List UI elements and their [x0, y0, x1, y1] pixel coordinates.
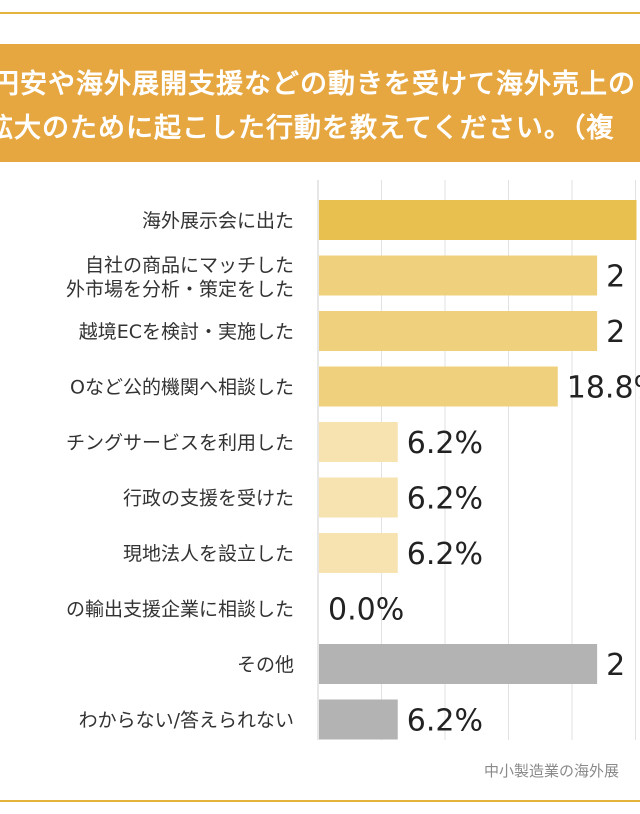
bottom-divider [0, 800, 640, 802]
value-label: 6.2% [407, 426, 483, 461]
bar [319, 477, 398, 518]
bar [319, 366, 558, 407]
bar [319, 200, 637, 240]
question-line-2: 拡大のために起こした行動を教えてください。（複 [0, 113, 615, 144]
value-label: 6.2% [407, 482, 483, 517]
value-label: 2 [606, 260, 625, 295]
value-label: 2 [606, 315, 625, 350]
category-label: 自社の商品にマッチした外市場を分析・策定をした [66, 255, 294, 301]
bar [319, 255, 598, 296]
value-label: 0.0% [328, 593, 404, 628]
category-label: その他 [237, 654, 294, 676]
category-label: 行政の支援を受けた [123, 488, 294, 510]
source-note: 中小製造業の海外展 [484, 762, 620, 780]
question-line-1: 円安や海外展開支援などの動きを受けて海外売上の [0, 69, 636, 100]
category-label: 越境ECを検討・実施した [79, 321, 294, 343]
category-label: の輸出支援企業に相談した [66, 599, 294, 621]
bar [319, 533, 398, 573]
category-label: わからない/答えられない [79, 710, 294, 732]
value-label: 6.2% [407, 537, 483, 572]
question-banner: 円安や海外展開支援などの動きを受けて海外売上の 拡大のために起こした行動を教えて… [0, 44, 640, 162]
value-label: 6.2% [407, 704, 483, 739]
category-label: チングサービスを利用した [66, 432, 294, 454]
value-label: 18.8% [567, 371, 640, 406]
bar [319, 311, 598, 351]
category-label: 海外展示会に出た [142, 210, 294, 232]
category-label: 現地法人を設立した [123, 543, 294, 565]
top-divider [0, 0, 640, 14]
category-label: Oなど公的機関へ相談した [70, 377, 294, 399]
value-label: 2 [606, 648, 625, 683]
bar [319, 644, 598, 684]
bar [319, 699, 398, 740]
bar [319, 422, 398, 462]
